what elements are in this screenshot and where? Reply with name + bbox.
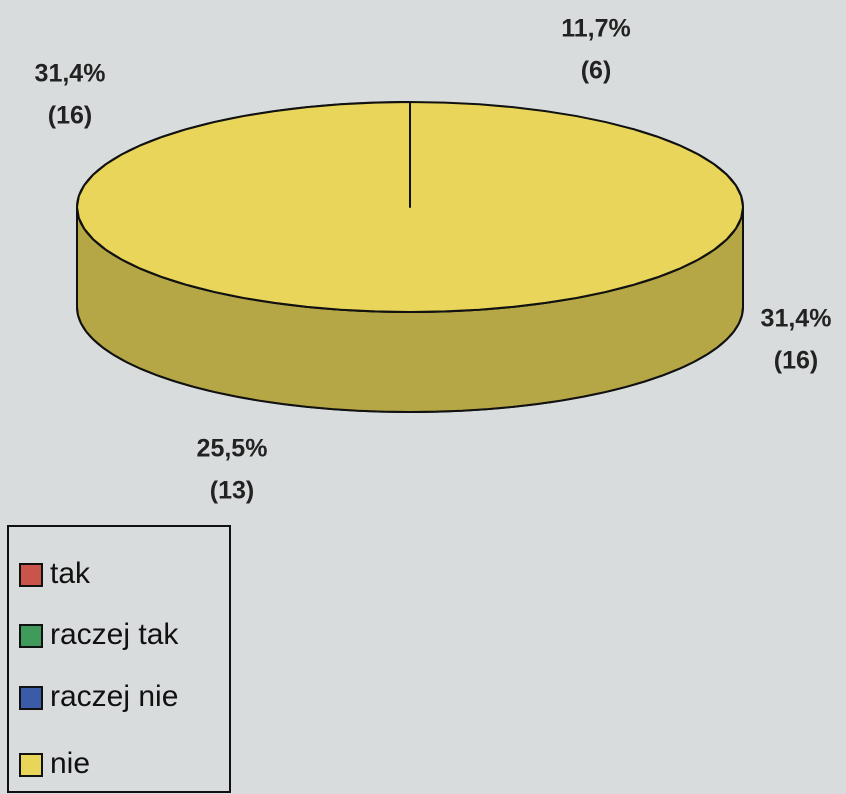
legend-label: raczej tak (50, 618, 179, 651)
count-label: (13) (210, 477, 254, 505)
legend-box (7, 525, 231, 793)
count-label: (16) (48, 102, 92, 130)
percent-label: 25,5% (197, 435, 268, 463)
count-label: (6) (581, 57, 612, 85)
percent-label: 31,4% (35, 60, 106, 88)
legend-swatch (19, 563, 43, 587)
legend-swatch (19, 753, 43, 777)
percent-label: 31,4% (761, 305, 832, 333)
legend-label: nie (50, 747, 90, 780)
legend-swatch (19, 624, 43, 648)
legend-swatch (19, 686, 43, 710)
legend-label: tak (50, 557, 91, 590)
percent-label: 11,7% (561, 15, 631, 43)
count-label: (16) (774, 347, 818, 375)
pie-slice (76, 101, 744, 313)
legend-label: raczej nie (50, 680, 178, 713)
